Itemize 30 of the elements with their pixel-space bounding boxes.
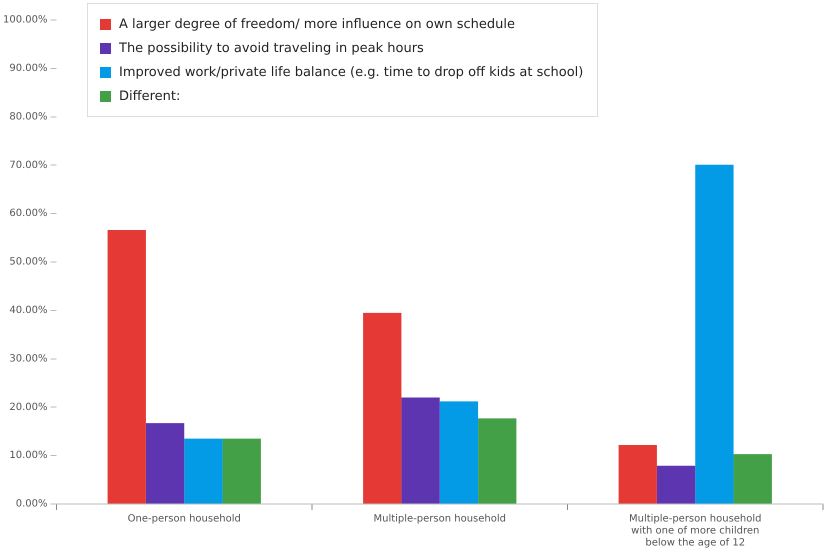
bar — [401, 398, 440, 504]
bar — [440, 401, 478, 504]
y-tick-label: 30.00% — [9, 353, 48, 364]
bar — [184, 438, 223, 504]
legend-label: The possibility to avoid traveling in peak hours — [119, 40, 424, 56]
y-tick-label: 0.00% — [16, 498, 48, 510]
legend-label: Improved work/private life balance (e.g. time to drop off kids at school) — [119, 64, 584, 80]
bar — [363, 312, 402, 504]
bar — [656, 466, 696, 504]
x-tick-label: Multiple-person household — [373, 514, 506, 525]
y-tick-label: 100.00% — [2, 14, 48, 26]
y-tick-label: 40.00% — [9, 304, 48, 316]
bar — [618, 444, 657, 504]
legend-label: A larger degree of freedom/ more influence on own schedule — [119, 16, 515, 32]
bar — [108, 230, 146, 504]
y-tick-label: 60.00% — [9, 208, 48, 220]
bar — [222, 438, 261, 504]
y-tick-label: 20.00% — [9, 402, 48, 413]
y-tick-label: 90.00% — [9, 62, 48, 74]
legend-label: Different: — [119, 88, 180, 104]
bar — [146, 423, 184, 504]
y-tick-label: 80.00% — [9, 111, 48, 122]
bar — [695, 164, 734, 504]
y-tick-label: 70.00% — [9, 160, 48, 171]
bar — [734, 454, 772, 504]
x-tick-label: One-person household — [128, 514, 241, 525]
y-tick-label: 50.00% — [9, 256, 48, 268]
x-tick-label: Multiple-person household with one of more children below the age of 12 — [628, 514, 762, 549]
y-tick-label: 10.00% — [9, 450, 48, 462]
bar — [478, 418, 516, 504]
